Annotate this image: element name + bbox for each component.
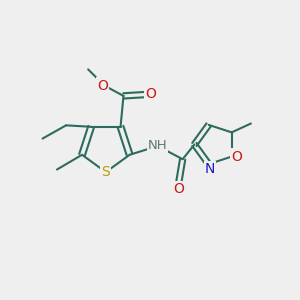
Text: NH: NH: [148, 140, 167, 152]
Text: O: O: [145, 87, 156, 101]
Text: N: N: [205, 162, 215, 176]
Text: O: O: [98, 79, 108, 93]
Text: S: S: [101, 165, 110, 179]
Text: O: O: [173, 182, 184, 196]
Text: O: O: [232, 150, 242, 164]
